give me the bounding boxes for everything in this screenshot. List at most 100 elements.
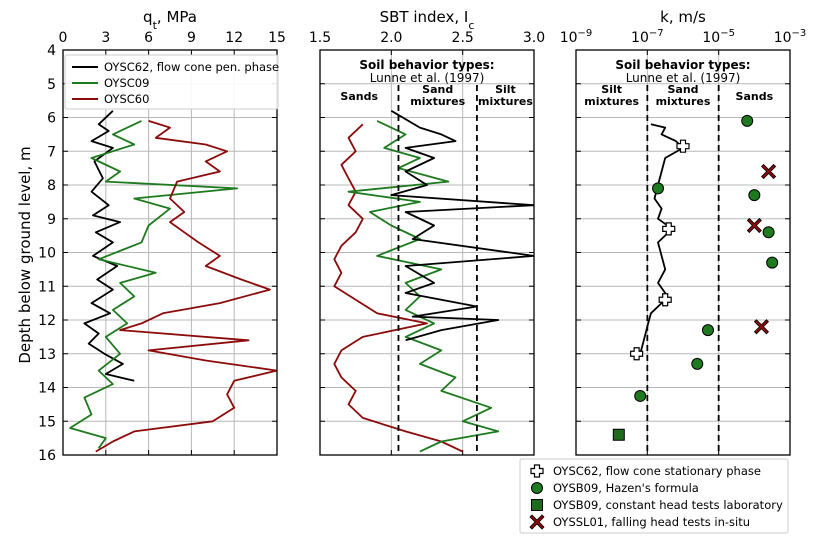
zone-label: mixtures	[656, 95, 711, 108]
tick-power: −5	[720, 28, 735, 39]
y-tick-label: 9	[47, 212, 56, 228]
marker-circle	[634, 389, 647, 402]
zone-label: mixtures	[584, 95, 639, 108]
legend-top: OYSC62, flow cone pen. phase OYSC09 OYSC60	[64, 54, 279, 110]
axes-frame	[575, 49, 791, 456]
x-tick-label: 12	[225, 30, 243, 46]
tick-power: −7	[649, 28, 664, 39]
legend-label: OYSSL01, falling head tests in-situ	[553, 515, 750, 529]
marker-circle	[691, 357, 704, 370]
tick-power: −3	[792, 28, 807, 39]
x-tick-label: 0	[59, 30, 68, 46]
axes-frame	[319, 49, 535, 456]
zone-label: Sands	[736, 90, 774, 103]
title-sub: t	[153, 19, 158, 32]
x-tick-label: 2.5	[452, 30, 474, 46]
marker-circle	[766, 256, 779, 269]
sbt-box-subtitle: Lunne et al. (1997)	[370, 71, 485, 85]
tick-base: 10	[702, 30, 720, 46]
title-main: q	[143, 8, 153, 26]
y-tick-label: 15	[38, 414, 56, 430]
legend-label: OYSC62, flow cone stationary phase	[553, 464, 761, 478]
tick-base: 10	[774, 30, 792, 46]
series-line-OYSC60	[95, 120, 277, 453]
marker-circle	[762, 226, 775, 239]
sbt-box-title: Soil behavior types:	[359, 58, 494, 72]
legend-label: OYSC09	[104, 76, 149, 90]
zone-label: Sands	[340, 90, 378, 103]
marker-circle	[701, 324, 714, 337]
marker-plus	[676, 139, 690, 153]
y-tick-label: 11	[38, 279, 56, 295]
marker-plus	[662, 222, 676, 236]
panel-title: SBT index, Ic	[380, 8, 475, 32]
marker-cross	[746, 217, 762, 234]
x-tick-label: 6	[144, 30, 153, 46]
y-tick-label: 7	[47, 144, 56, 160]
series-line-OYSC60	[333, 123, 464, 453]
x-tick-label: 10−3	[774, 28, 807, 46]
sbt-box-subtitle: Lunne et al. (1997)	[626, 71, 741, 85]
y-tick-label: 14	[38, 381, 56, 397]
zone-label: mixtures	[478, 95, 533, 108]
x-tick-label: 10−9	[560, 28, 593, 46]
x-tick-label: 9	[187, 30, 196, 46]
x-tick-label: 2.0	[380, 30, 402, 46]
marker-plus	[630, 347, 644, 361]
zone-label: Silt	[601, 83, 622, 96]
x-tick-label: 10−5	[702, 28, 735, 46]
legend-marker-plus	[530, 464, 544, 478]
y-axis-label: Depth below ground level, m	[16, 146, 34, 363]
x-tick-label: 15	[268, 30, 286, 46]
x-tick-label: 1.5	[309, 30, 331, 46]
marker-circle	[652, 182, 665, 195]
y-tick-label: 4	[47, 43, 56, 59]
x-tick-label: 3.0	[523, 30, 545, 46]
axes-frame	[62, 49, 278, 456]
marker-circle	[748, 189, 761, 202]
tick-power: −9	[578, 28, 593, 39]
legend-frame	[519, 458, 789, 534]
y-tick-label: 5	[47, 77, 56, 93]
y-tick-label: 16	[38, 448, 56, 464]
legend-label: OYSC60	[104, 92, 149, 106]
y-tick-label: 6	[47, 111, 56, 127]
x-tick-label: 10−7	[631, 28, 664, 46]
panel-qt: 4 5 6 7 8 9 10 11 12 13 14 15 16 0 3 6 9 12 15 qt, MPa	[38, 8, 286, 464]
legend-bottom: OYSC62, flow cone stationary phase OYSB09…	[519, 458, 789, 534]
zone-label: Sand	[667, 83, 698, 96]
y-tick-label: 10	[38, 246, 56, 262]
panel-sbt: 1.5 2.0 2.5 3.0 SBT index, Ic Soil behavior t…	[309, 8, 545, 456]
zone-label: Silt	[495, 83, 516, 96]
legend-marker-square	[531, 499, 543, 511]
marker-cross	[753, 319, 770, 335]
title-main: SBT index, I	[380, 8, 469, 26]
marker-square	[612, 428, 625, 441]
y-tick-label: 12	[38, 313, 56, 329]
sbt-box-title: Soil behavior types:	[615, 58, 750, 72]
series-line-OYSC09	[69, 120, 239, 449]
series-line-OYSC62	[83, 110, 135, 382]
y-axis-label-group: Depth below ground level, m	[16, 146, 34, 363]
marker-plus	[658, 293, 672, 307]
series-line-OYSC62	[390, 110, 534, 342]
marker-cross	[761, 163, 777, 180]
title-rest: , MPa	[157, 8, 197, 26]
panel-title: k, m/s	[660, 8, 706, 26]
marker-circle	[741, 114, 754, 127]
title-sub: c	[468, 19, 474, 32]
legend-frame	[64, 54, 279, 110]
legend-label: OYSC62, flow cone pen. phase	[104, 60, 279, 74]
tick-base: 10	[560, 30, 578, 46]
panel-title: qt, MPa	[143, 8, 197, 32]
y-tick-label: 8	[47, 178, 56, 194]
y-tick-label: 13	[38, 347, 56, 363]
zone-label: mixtures	[410, 95, 465, 108]
legend-marker-circle	[531, 482, 543, 494]
legend-label: OYSB09, Hazen's formula	[553, 481, 699, 495]
x-tick-label: 3	[101, 30, 110, 46]
legend-label: OYSB09, constant head tests laboratory	[553, 498, 783, 512]
tick-base: 10	[631, 30, 649, 46]
